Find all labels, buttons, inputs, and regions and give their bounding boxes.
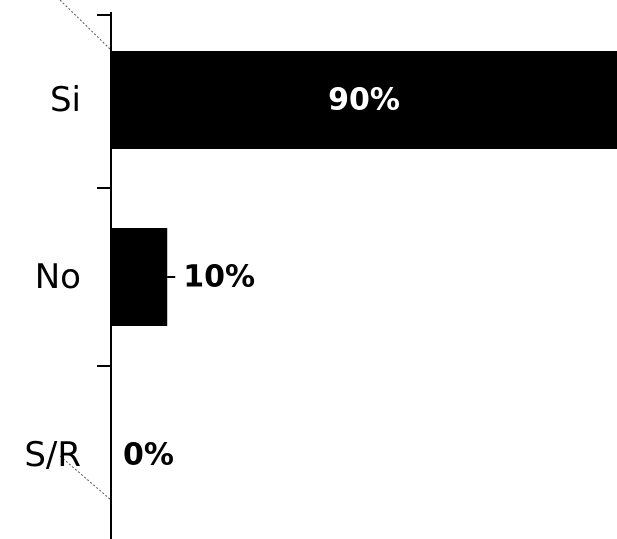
category-label: No xyxy=(35,257,81,297)
data-label: 10% xyxy=(183,260,255,295)
bar-si xyxy=(111,51,617,149)
data-label: 0% xyxy=(123,438,174,473)
leader-line-bottom xyxy=(59,455,112,501)
leader-lines xyxy=(59,0,112,501)
category-labels: Si No S/R xyxy=(24,80,81,475)
category-label: Si xyxy=(50,80,81,120)
y-axis xyxy=(97,12,112,539)
category-label: S/R xyxy=(24,435,81,475)
data-labels: 90% 10% 0% xyxy=(123,83,400,473)
bar-no xyxy=(111,228,168,326)
leader-line-top xyxy=(59,0,112,51)
data-label: 90% xyxy=(328,83,400,118)
bars-group xyxy=(111,51,617,326)
